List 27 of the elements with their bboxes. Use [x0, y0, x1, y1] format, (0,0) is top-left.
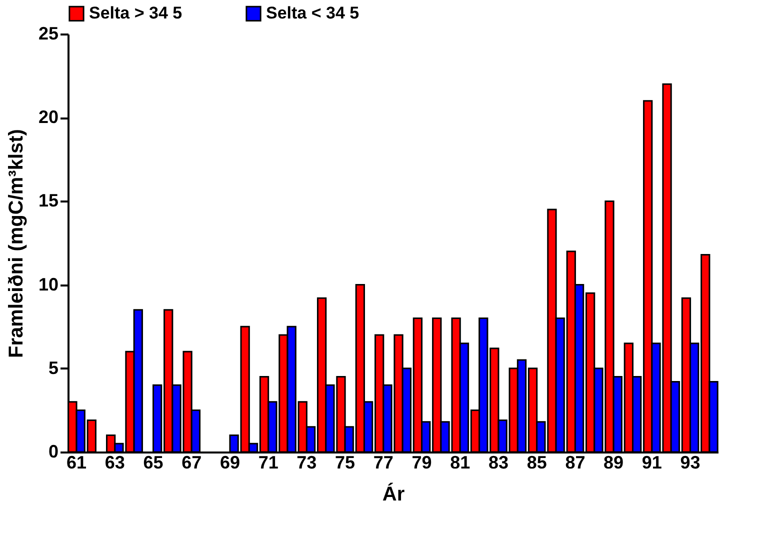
x-axis-title: Ár [382, 482, 405, 506]
x-tick-label: 85 [526, 452, 547, 472]
x-tick-label: 73 [296, 452, 317, 472]
x-tick-label: 77 [373, 452, 394, 472]
x-tick-label: 89 [604, 452, 624, 472]
y-tick-label: 5 [48, 358, 58, 378]
x-tick-label: 61 [66, 452, 87, 472]
x-tick-label: 67 [182, 452, 202, 472]
x-tick-label: 71 [258, 452, 278, 472]
x-tick-label: 83 [488, 452, 509, 472]
y-tick-label: 10 [38, 274, 58, 294]
legend-label: Selta < 34 5 [266, 4, 360, 23]
x-tick-label: 81 [450, 452, 470, 472]
y-tick-label: 20 [38, 107, 58, 128]
y-axis-title: Framleiðni (mgC/m³klst) [5, 129, 28, 358]
x-tick-label: 65 [143, 452, 164, 472]
legend-label: Selta > 34 5 [89, 4, 182, 23]
x-tick-label: 69 [220, 452, 240, 472]
x-tick-label: 63 [104, 452, 125, 472]
y-tick-label: 0 [48, 442, 58, 462]
x-tick-label: 93 [680, 452, 700, 472]
x-tick-label: 87 [565, 452, 586, 472]
x-tick-label: 79 [412, 452, 432, 472]
y-tick-label: 25 [38, 24, 58, 44]
x-tick-label: 91 [642, 452, 662, 472]
y-tick-label: 15 [38, 190, 58, 211]
x-tick-label: 75 [335, 452, 356, 472]
